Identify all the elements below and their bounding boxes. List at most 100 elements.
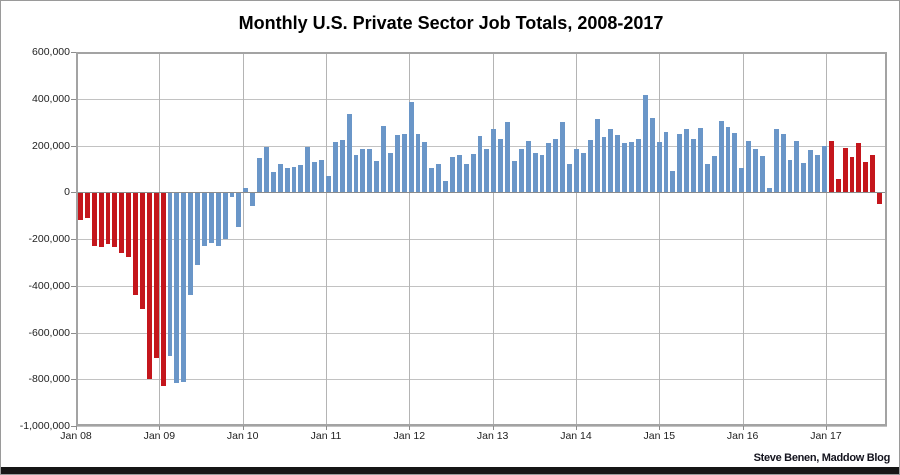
data-bar xyxy=(367,149,373,193)
x-axis-tick-label: Jan 16 xyxy=(726,430,759,442)
y-axis-tick-label: -400,000 xyxy=(28,279,70,292)
data-bar xyxy=(188,192,194,296)
data-bar xyxy=(174,192,180,383)
data-bar xyxy=(580,152,586,193)
data-bar xyxy=(319,159,324,193)
data-bar xyxy=(78,192,83,221)
y-axis-tick-label: 200,000 xyxy=(32,139,70,152)
data-bar xyxy=(381,125,386,193)
data-bar xyxy=(698,128,703,193)
data-bar xyxy=(718,121,724,193)
data-bar xyxy=(518,149,524,193)
data-bar xyxy=(401,133,407,193)
data-bar xyxy=(560,122,566,193)
data-bar xyxy=(84,192,90,218)
y-axis-tick-mark xyxy=(71,332,76,334)
x-axis-tick-label: Jan 14 xyxy=(560,430,592,442)
data-bar xyxy=(760,156,765,193)
y-axis-tick-mark xyxy=(71,426,76,427)
data-bar xyxy=(195,192,200,265)
v-gridline xyxy=(575,52,577,426)
x-axis-tick-label: Jan 08 xyxy=(60,430,92,442)
data-bar xyxy=(250,192,256,207)
data-bar xyxy=(415,133,421,193)
data-bar xyxy=(849,157,855,193)
data-bar xyxy=(525,140,531,193)
x-axis-tick-mark xyxy=(159,426,161,430)
zero-axis-line xyxy=(76,192,887,194)
data-bar xyxy=(691,138,696,193)
h-gridline xyxy=(76,285,887,287)
data-bar xyxy=(456,154,462,193)
x-axis-tick-mark xyxy=(742,426,744,430)
data-bar xyxy=(243,187,249,193)
data-bar xyxy=(270,172,276,193)
data-bar xyxy=(656,142,662,193)
data-bar xyxy=(91,192,97,247)
data-bar xyxy=(305,146,311,193)
data-bar xyxy=(326,175,331,193)
x-axis-tick-mark xyxy=(242,426,244,430)
data-bar xyxy=(835,179,841,193)
data-bar xyxy=(636,138,641,193)
data-bar xyxy=(870,154,876,193)
data-bar xyxy=(753,149,758,193)
data-bar xyxy=(622,143,628,193)
data-bar xyxy=(629,142,634,193)
y-axis-tick-label: 600,000 xyxy=(32,46,70,58)
data-bar xyxy=(119,192,125,254)
data-bar xyxy=(746,140,752,193)
data-bar xyxy=(711,156,717,193)
data-bar xyxy=(153,192,159,359)
data-bar xyxy=(463,164,469,193)
data-bar xyxy=(532,152,538,193)
data-bar xyxy=(222,192,228,240)
y-axis-tick-mark xyxy=(71,98,76,100)
data-bar xyxy=(422,142,428,193)
data-bar xyxy=(284,167,290,193)
x-axis-tick-mark xyxy=(659,426,661,430)
data-bar xyxy=(257,158,262,193)
data-bar xyxy=(450,157,455,193)
data-bar xyxy=(208,192,214,243)
data-bar xyxy=(739,167,745,193)
y-axis-tick-label: -600,000 xyxy=(28,326,70,339)
h-gridline xyxy=(76,239,887,240)
x-axis-tick-label: Jan 11 xyxy=(310,430,342,442)
data-bar xyxy=(815,154,820,193)
x-axis-tick-label: Jan 13 xyxy=(476,430,509,442)
y-axis-tick-mark xyxy=(71,379,76,381)
x-axis-tick-label: Jan 10 xyxy=(226,430,259,442)
data-bar xyxy=(649,117,655,193)
h-gridline xyxy=(76,426,887,427)
x-axis-tick-mark xyxy=(825,426,827,430)
y-axis-tick-label: 400,000 xyxy=(32,92,70,105)
data-bar xyxy=(856,143,862,193)
y-axis-tick-mark xyxy=(71,52,76,53)
bottom-strip xyxy=(1,467,899,474)
x-axis-tick-mark xyxy=(492,426,494,430)
y-axis-tick-mark xyxy=(71,145,76,147)
data-bar xyxy=(828,140,834,193)
data-bar xyxy=(780,133,786,193)
data-bar xyxy=(594,118,600,193)
data-bar xyxy=(167,192,173,356)
data-bar xyxy=(374,160,380,193)
data-bar xyxy=(436,164,442,193)
data-bar xyxy=(112,192,118,248)
data-bar xyxy=(766,187,772,193)
data-bar xyxy=(353,154,359,193)
data-bar xyxy=(388,152,393,193)
x-axis-tick-label: Jan 09 xyxy=(143,430,176,442)
data-bar xyxy=(670,171,676,193)
data-bar xyxy=(677,133,683,193)
data-bar xyxy=(498,138,504,193)
data-bar xyxy=(794,140,800,193)
data-bar xyxy=(484,149,490,193)
data-bar xyxy=(587,139,593,193)
data-bar xyxy=(704,164,710,193)
chart-title: Monthly U.S. Private Sector Job Totals, … xyxy=(238,13,664,33)
x-axis-tick-label: Jan 17 xyxy=(810,430,842,442)
v-gridline xyxy=(159,52,161,426)
